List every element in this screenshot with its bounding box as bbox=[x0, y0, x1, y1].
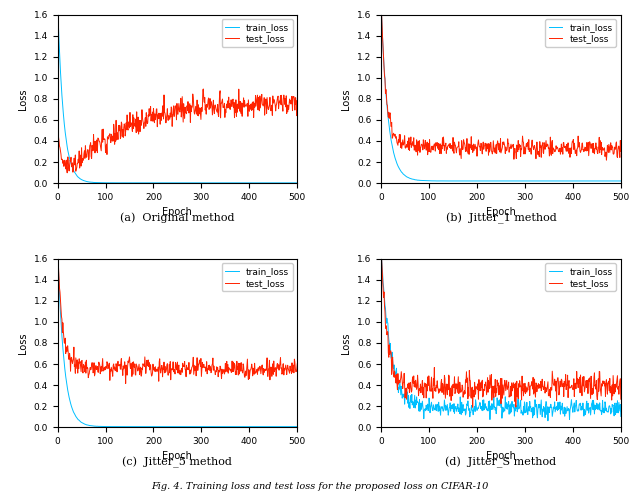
train_loss bbox=[168, 424, 176, 430]
test_loss bbox=[493, 151, 500, 157]
train_loss bbox=[520, 410, 528, 416]
test_loss bbox=[293, 361, 301, 367]
test_loss bbox=[200, 86, 207, 92]
Title: (c)  Jitter_5 method: (c) Jitter_5 method bbox=[122, 457, 232, 468]
test_loss bbox=[574, 145, 582, 151]
test_loss bbox=[184, 99, 192, 105]
train_loss bbox=[617, 413, 625, 419]
Y-axis label: Loss: Loss bbox=[342, 88, 351, 109]
test_loss bbox=[508, 380, 515, 386]
test_loss bbox=[168, 367, 176, 373]
test_loss bbox=[251, 360, 259, 366]
X-axis label: Epoch: Epoch bbox=[486, 207, 516, 218]
Y-axis label: Loss: Loss bbox=[18, 332, 28, 354]
test_loss bbox=[197, 116, 205, 122]
Y-axis label: Loss: Loss bbox=[18, 88, 28, 109]
Legend: train_loss, test_loss: train_loss, test_loss bbox=[545, 19, 616, 47]
test_loss bbox=[617, 396, 625, 402]
test_loss bbox=[63, 170, 71, 176]
X-axis label: Epoch: Epoch bbox=[486, 451, 516, 462]
test_loss bbox=[184, 365, 192, 371]
train_loss bbox=[544, 418, 552, 424]
Line: test_loss: test_loss bbox=[58, 89, 297, 173]
train_loss bbox=[450, 178, 458, 184]
test_loss bbox=[288, 360, 296, 366]
Line: train_loss: train_loss bbox=[381, 259, 621, 421]
test_loss bbox=[252, 104, 259, 109]
train_loss bbox=[378, 14, 385, 20]
test_loss bbox=[520, 151, 528, 157]
Legend: train_loss, test_loss: train_loss, test_loss bbox=[545, 263, 616, 291]
train_loss bbox=[170, 180, 177, 186]
test_loss bbox=[378, 12, 385, 18]
train_loss bbox=[492, 407, 499, 413]
train_loss bbox=[288, 180, 296, 186]
train_loss bbox=[54, 14, 62, 20]
Line: test_loss: test_loss bbox=[381, 15, 621, 160]
test_loss bbox=[469, 404, 477, 410]
train_loss bbox=[617, 178, 625, 184]
train_loss bbox=[251, 424, 259, 430]
train_loss bbox=[122, 180, 129, 186]
Line: train_loss: train_loss bbox=[381, 17, 621, 181]
train_loss bbox=[574, 178, 582, 184]
train_loss bbox=[197, 424, 205, 430]
test_loss bbox=[54, 256, 62, 262]
test_loss bbox=[492, 150, 499, 156]
test_loss bbox=[122, 381, 129, 386]
train_loss bbox=[288, 424, 296, 430]
test_loss bbox=[507, 141, 515, 147]
test_loss bbox=[617, 148, 625, 154]
train_loss bbox=[184, 424, 192, 430]
test_loss bbox=[612, 381, 620, 387]
test_loss bbox=[293, 95, 301, 101]
test_loss bbox=[168, 123, 176, 129]
test_loss bbox=[520, 389, 528, 395]
train_loss bbox=[520, 178, 528, 184]
train_loss bbox=[507, 401, 515, 407]
Legend: train_loss, test_loss: train_loss, test_loss bbox=[221, 263, 292, 291]
Title: (d)  Jitter_S method: (d) Jitter_S method bbox=[445, 457, 557, 468]
train_loss bbox=[378, 256, 385, 262]
test_loss bbox=[574, 384, 582, 390]
train_loss bbox=[184, 180, 192, 186]
test_loss bbox=[170, 369, 177, 375]
test_loss bbox=[603, 157, 611, 163]
test_loss bbox=[493, 377, 501, 383]
Y-axis label: Loss: Loss bbox=[342, 332, 351, 354]
train_loss bbox=[574, 407, 582, 412]
Line: test_loss: test_loss bbox=[58, 259, 297, 383]
test_loss bbox=[170, 103, 177, 109]
test_loss bbox=[612, 146, 620, 152]
X-axis label: Epoch: Epoch bbox=[163, 451, 193, 462]
test_loss bbox=[378, 256, 385, 262]
train_loss bbox=[168, 180, 176, 186]
Title: (a)  Original method: (a) Original method bbox=[120, 213, 235, 223]
train_loss bbox=[293, 180, 301, 186]
X-axis label: Epoch: Epoch bbox=[163, 207, 193, 218]
test_loss bbox=[54, 130, 62, 136]
train_loss bbox=[123, 424, 131, 430]
test_loss bbox=[197, 355, 205, 361]
train_loss bbox=[492, 178, 500, 184]
test_loss bbox=[289, 108, 296, 113]
train_loss bbox=[54, 258, 62, 264]
train_loss bbox=[612, 178, 620, 184]
train_loss bbox=[170, 424, 177, 430]
Text: Fig. 4. Training loss and test loss for the proposed loss on CIFAR-10: Fig. 4. Training loss and test loss for … bbox=[151, 482, 489, 491]
train_loss bbox=[493, 178, 501, 184]
train_loss bbox=[508, 178, 515, 184]
train_loss bbox=[197, 180, 205, 186]
train_loss bbox=[612, 411, 620, 417]
train_loss bbox=[251, 180, 259, 186]
train_loss bbox=[493, 406, 500, 412]
Line: train_loss: train_loss bbox=[58, 17, 297, 183]
Line: test_loss: test_loss bbox=[381, 259, 621, 407]
Title: (b)  Jitter_1 method: (b) Jitter_1 method bbox=[445, 213, 556, 224]
test_loss bbox=[492, 393, 500, 399]
Line: train_loss: train_loss bbox=[58, 261, 297, 427]
train_loss bbox=[293, 424, 301, 430]
Legend: train_loss, test_loss: train_loss, test_loss bbox=[221, 19, 292, 47]
